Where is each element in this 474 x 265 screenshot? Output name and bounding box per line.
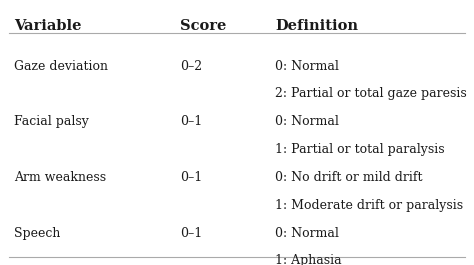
- Text: 0: Normal: 0: Normal: [275, 115, 339, 128]
- Text: Facial palsy: Facial palsy: [14, 115, 89, 128]
- Text: 0: No drift or mild drift: 0: No drift or mild drift: [275, 171, 422, 184]
- Text: 0: Normal: 0: Normal: [275, 60, 339, 73]
- Text: Score: Score: [180, 19, 227, 33]
- Text: 2: Partial or total gaze paresis: 2: Partial or total gaze paresis: [275, 87, 467, 100]
- Text: 0–1: 0–1: [180, 171, 202, 184]
- Text: Speech: Speech: [14, 227, 61, 240]
- Text: 1: Aphasia: 1: Aphasia: [275, 254, 342, 265]
- Text: 1: Partial or total paralysis: 1: Partial or total paralysis: [275, 143, 445, 156]
- Text: Gaze deviation: Gaze deviation: [14, 60, 108, 73]
- Text: 0–1: 0–1: [180, 115, 202, 128]
- Text: Arm weakness: Arm weakness: [14, 171, 106, 184]
- Text: Definition: Definition: [275, 19, 358, 33]
- Text: 0–2: 0–2: [180, 60, 202, 73]
- Text: 1: Moderate drift or paralysis: 1: Moderate drift or paralysis: [275, 199, 463, 212]
- Text: 0: Normal: 0: Normal: [275, 227, 339, 240]
- Text: Variable: Variable: [14, 19, 82, 33]
- Text: 0–1: 0–1: [180, 227, 202, 240]
